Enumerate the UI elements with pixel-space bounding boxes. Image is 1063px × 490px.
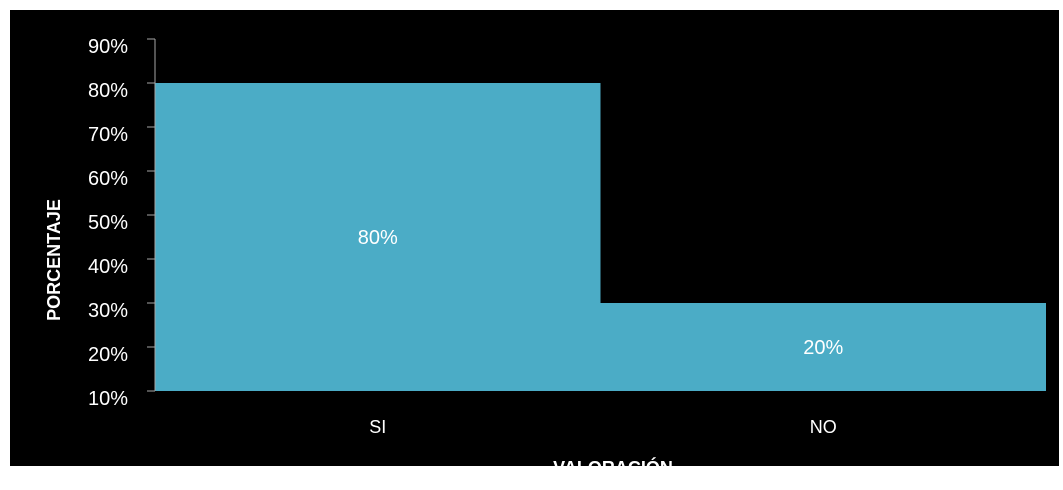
bar-si [155,83,601,391]
y-tick-label: 30% [88,300,128,322]
bar-no [600,303,1046,391]
y-tick-label: 10% [88,388,128,410]
y-tick-label: 60% [88,168,128,190]
y-tick-label: 70% [88,124,128,146]
y-tick-label: 20% [88,344,128,366]
x-axis-title: VALORACIÓN [553,457,673,466]
y-tick-label: 80% [88,80,128,102]
data-label-no: 20% [803,337,843,359]
y-tick-label: 40% [88,256,128,278]
y-axis-title: PORCENTAJE [44,199,64,321]
chart-frame: 90% 80% 70% 60% 50% 40% 30% 20% 10% 80% SI 20% NO P… [10,10,1059,466]
category-label-si: SI [369,417,386,437]
bar-chart: 90% 80% 70% 60% 50% 40% 30% 20% 10% 80% SI 20% NO P… [44,36,1046,466]
data-label-si: 80% [358,227,398,249]
category-label-no: NO [810,417,837,437]
y-tick-label: 90% [88,36,128,58]
y-tick-label: 50% [88,212,128,234]
